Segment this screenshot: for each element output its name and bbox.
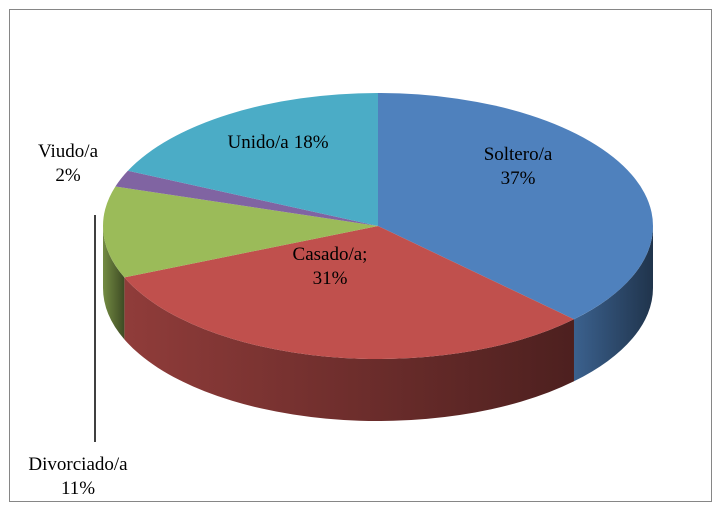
slice <box>127 93 379 226</box>
slice <box>102 186 378 278</box>
slice <box>115 170 378 226</box>
slice-side <box>573 226 653 382</box>
data-label: Viudo/a 2% <box>38 141 99 186</box>
label-value: 2% <box>55 165 81 186</box>
label-value: 11% <box>61 478 95 499</box>
slice <box>124 226 574 359</box>
label-name: Unido/a <box>227 132 289 153</box>
slice-side <box>124 277 574 422</box>
data-label: Divorciado/a 11% <box>28 454 128 499</box>
slice <box>378 92 654 320</box>
sides <box>103 226 653 422</box>
data-label: Soltero/a 37% <box>484 144 553 189</box>
label-name: Divorciado/a <box>28 454 128 475</box>
label-value: 31% <box>313 268 348 289</box>
data-label: Unido/a 18% <box>227 132 328 153</box>
label-value: 37% <box>501 168 536 189</box>
label-name: Viudo/a <box>38 141 99 162</box>
slice-side <box>103 226 125 340</box>
label-name: Soltero/a <box>484 144 553 165</box>
label-name: Casado/a; <box>293 244 368 265</box>
label-value: 18% <box>294 132 329 153</box>
data-label: Casado/a; 31% <box>293 244 368 289</box>
